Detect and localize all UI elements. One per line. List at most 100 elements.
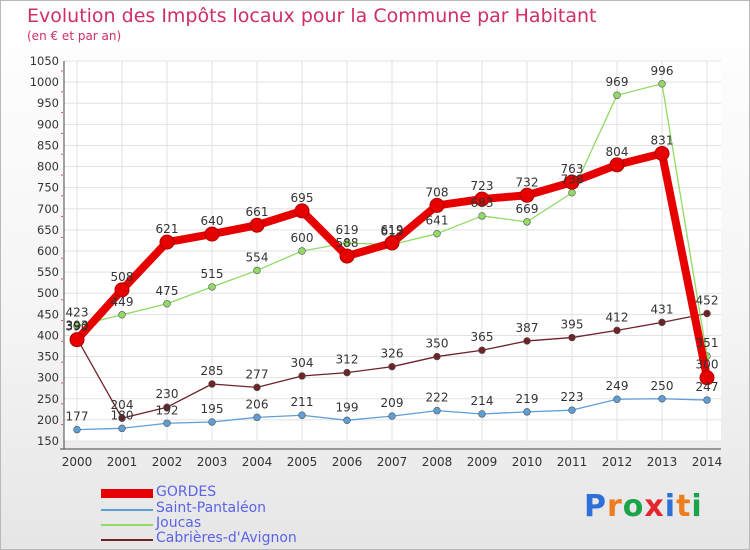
data-label-series-0: 723 bbox=[471, 179, 494, 193]
data-label-series-0: 763 bbox=[561, 162, 584, 176]
logo-letter: t bbox=[676, 489, 692, 524]
legend-label-cabrieres: Cabrières-d'Avignon bbox=[156, 530, 297, 546]
data-label-series-3: 393 bbox=[66, 318, 89, 332]
data-label-series-3: 285 bbox=[201, 364, 224, 378]
data-point-series-2 bbox=[253, 266, 261, 275]
data-label-series-1: 214 bbox=[471, 394, 494, 408]
x-tick-label: 2002 bbox=[152, 455, 183, 469]
y-tick-label: 550 bbox=[37, 265, 59, 279]
data-label-series-1: 206 bbox=[246, 397, 269, 411]
data-label-series-0: 621 bbox=[156, 222, 179, 236]
data-point-series-1 bbox=[523, 408, 531, 416]
y-tick-label: 200 bbox=[37, 413, 59, 427]
data-point-series-0 bbox=[519, 187, 535, 203]
logo-letter: x bbox=[644, 489, 665, 524]
y-tick-label: 600 bbox=[37, 244, 59, 258]
data-point-series-1 bbox=[253, 413, 261, 422]
data-point-series-2 bbox=[433, 229, 441, 238]
y-tick-label: 800 bbox=[37, 160, 59, 174]
data-label-series-2: 738 bbox=[561, 173, 584, 187]
x-tick-label: 2008 bbox=[422, 455, 453, 469]
data-point-series-0 bbox=[564, 174, 580, 190]
data-point-series-3 bbox=[208, 380, 216, 388]
x-tick-label: 2005 bbox=[287, 455, 318, 469]
legend-item-cabrieres: Cabrières-d'Avignon bbox=[101, 530, 341, 547]
y-tick-label: 500 bbox=[37, 286, 59, 300]
data-point-series-0 bbox=[69, 332, 85, 348]
legend-swatch-gordes bbox=[101, 489, 153, 498]
data-label-series-1: 222 bbox=[426, 391, 449, 405]
legend-label-saint-pantaleon: Saint-Pantaléon bbox=[156, 500, 267, 516]
data-point-series-2 bbox=[613, 91, 621, 99]
data-label-series-1: 177 bbox=[66, 410, 89, 424]
data-point-series-3 bbox=[658, 318, 666, 327]
data-point-series-2 bbox=[658, 80, 666, 88]
x-tick-label: 2013 bbox=[647, 455, 678, 469]
x-tick-label: 2007 bbox=[377, 455, 408, 469]
data-point-series-0 bbox=[294, 203, 310, 219]
data-point-series-2 bbox=[163, 300, 171, 308]
data-label-series-2: 615 bbox=[381, 225, 404, 239]
data-point-series-0 bbox=[654, 145, 670, 161]
data-point-series-1 bbox=[343, 416, 351, 425]
data-point-series-3 bbox=[613, 326, 621, 335]
data-label-series-3: 204 bbox=[111, 398, 134, 412]
x-tick-label: 2000 bbox=[62, 455, 93, 469]
x-tick-label: 2014 bbox=[692, 455, 723, 469]
y-tick-label: 700 bbox=[37, 202, 59, 216]
data-label-series-1: 247 bbox=[696, 380, 719, 394]
data-point-series-1 bbox=[388, 412, 396, 420]
data-label-series-2: 641 bbox=[426, 214, 449, 228]
data-label-series-0: 588 bbox=[336, 236, 359, 250]
data-point-series-0 bbox=[474, 191, 490, 207]
data-label-series-0: 300 bbox=[696, 358, 719, 372]
data-label-series-3: 304 bbox=[291, 356, 314, 370]
data-label-series-1: 211 bbox=[291, 395, 314, 409]
data-point-series-1 bbox=[703, 396, 711, 404]
data-point-series-1 bbox=[118, 424, 126, 433]
y-tick-label: 650 bbox=[37, 223, 59, 237]
data-point-series-0 bbox=[159, 234, 175, 250]
data-label-series-3: 387 bbox=[516, 321, 539, 335]
data-label-series-0: 804 bbox=[606, 145, 629, 159]
x-tick-label: 2003 bbox=[197, 455, 228, 469]
legend-label-gordes: GORDES bbox=[156, 484, 217, 500]
data-label-series-0: 708 bbox=[426, 185, 449, 199]
data-label-series-3: 365 bbox=[471, 330, 494, 344]
y-tick-label: 1000 bbox=[30, 75, 59, 89]
y-tick-label: 350 bbox=[37, 350, 59, 364]
data-label-series-2: 669 bbox=[516, 202, 539, 216]
data-point-series-0 bbox=[249, 217, 265, 233]
data-label-series-1: 219 bbox=[516, 392, 539, 406]
data-point-series-2 bbox=[208, 283, 216, 291]
data-label-series-0: 390 bbox=[66, 320, 89, 334]
data-label-series-0: 732 bbox=[516, 175, 539, 189]
data-label-series-3: 412 bbox=[606, 310, 629, 324]
data-point-series-3 bbox=[163, 403, 171, 411]
y-tick-label: 950 bbox=[37, 96, 59, 110]
legend-item-gordes: GORDES bbox=[101, 484, 341, 501]
data-point-series-3 bbox=[388, 362, 396, 371]
data-label-series-2: 423 bbox=[66, 306, 89, 320]
data-label-series-2: 600 bbox=[291, 231, 314, 245]
data-point-series-3 bbox=[703, 309, 711, 318]
y-tick-label: 450 bbox=[37, 307, 59, 321]
legend-item-saint-pantaleon: Saint-Pantaléon bbox=[101, 500, 341, 517]
data-point-series-1 bbox=[73, 425, 81, 434]
data-point-series-2 bbox=[523, 218, 531, 226]
legend-swatch-joucas bbox=[101, 524, 153, 526]
data-point-series-1 bbox=[163, 419, 171, 427]
logo-letter: i bbox=[664, 489, 677, 524]
y-tick-label: 300 bbox=[37, 371, 59, 385]
data-label-series-3: 395 bbox=[561, 318, 584, 332]
data-point-series-0 bbox=[114, 282, 130, 298]
data-label-series-2: 619 bbox=[336, 223, 359, 237]
x-tick-label: 2001 bbox=[107, 455, 138, 469]
data-label-series-0: 695 bbox=[291, 191, 314, 205]
logo-letter: o bbox=[622, 489, 645, 524]
data-label-series-2: 515 bbox=[201, 267, 224, 281]
data-label-series-1: 199 bbox=[336, 400, 359, 414]
data-label-series-3: 312 bbox=[336, 353, 359, 367]
data-label-series-3: 326 bbox=[381, 347, 404, 361]
